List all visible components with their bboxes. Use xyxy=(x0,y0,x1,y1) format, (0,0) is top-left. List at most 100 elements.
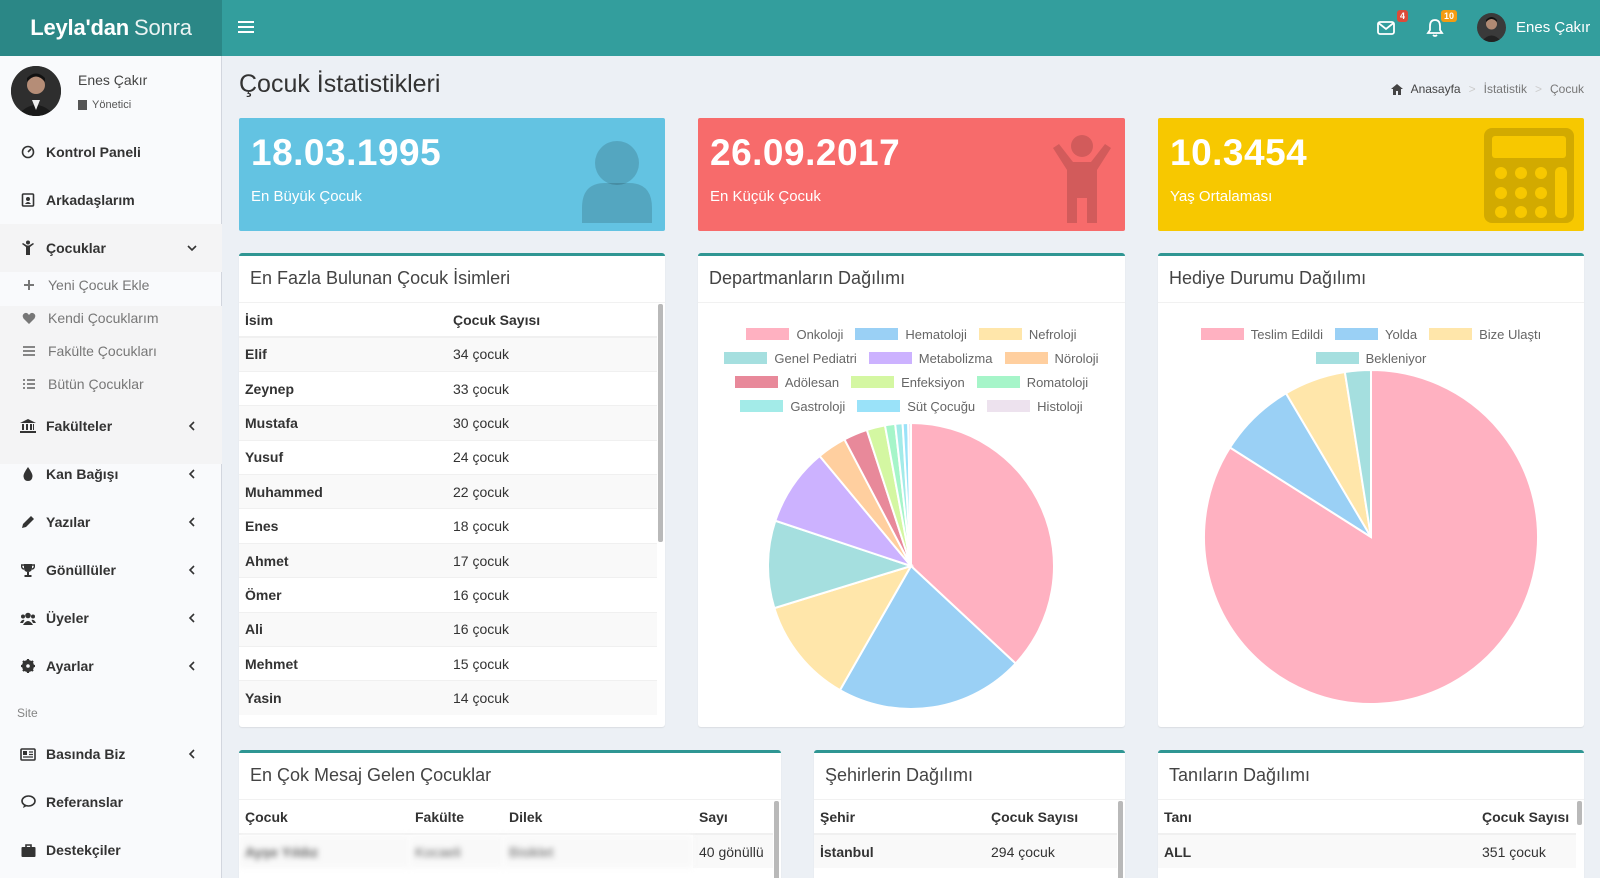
sidebar-item-yazilar[interactable]: Yazılar xyxy=(0,498,222,546)
legend-label: Onkoloji xyxy=(796,326,844,342)
user-avatar[interactable] xyxy=(1477,13,1506,42)
sidebar-item-ayarlar[interactable]: Ayarlar xyxy=(0,642,222,690)
legend-item[interactable]: Metabolizma xyxy=(868,350,993,366)
legend-item[interactable]: Bize Ulaştı xyxy=(1429,327,1541,342)
legend-label: Bekleniyor xyxy=(1365,350,1427,366)
pie-slice-histoloji[interactable] xyxy=(907,423,912,567)
submenu-item-butun-cocuklar[interactable]: Bütün Çocuklar xyxy=(22,369,144,399)
app-logo[interactable]: Leyla'dan Sonra xyxy=(0,0,222,56)
table-row[interactable]: Ali 16 çocuk xyxy=(239,611,657,647)
table-cell: Mustafa xyxy=(239,405,447,441)
column-header[interactable]: Çocuk xyxy=(239,800,409,835)
legend-item[interactable]: Bekleniyor xyxy=(1315,350,1427,366)
sidebar-item-arkadaslarim[interactable]: Arkadaşlarım xyxy=(0,176,222,224)
legend-item[interactable]: Romatoloji xyxy=(976,375,1088,390)
scrollbar[interactable] xyxy=(774,801,779,878)
bell-icon xyxy=(1426,19,1444,37)
legend-item[interactable]: Adölesan xyxy=(734,375,839,390)
sidebar-section-header: Site xyxy=(17,706,38,720)
submenu-item-kendi-cocuklarim[interactable]: Kendi Çocuklarım xyxy=(22,303,159,333)
table-row[interactable]: Ahmet 17 çocuk xyxy=(239,542,657,578)
column-header[interactable]: Sayı xyxy=(693,800,773,835)
column-header[interactable]: Dilek xyxy=(503,800,693,835)
column-header[interactable]: Çocuk Sayısı xyxy=(447,303,657,338)
scrollbar[interactable] xyxy=(1118,801,1123,878)
legend-swatch xyxy=(855,328,899,340)
legend-label: Genel Pediatri xyxy=(774,350,857,366)
legend-item[interactable]: Hematoloji xyxy=(855,327,967,342)
legend-item[interactable]: Onkoloji xyxy=(746,327,843,342)
sidebar-item-basinda-biz[interactable]: Basında Biz xyxy=(0,730,222,778)
column-header[interactable]: Tanı xyxy=(1158,800,1476,835)
legend-item[interactable]: Süt Çocuğu xyxy=(857,399,975,414)
breadcrumb: Anasayfa > İstatistik > Çocuk xyxy=(1390,82,1584,96)
messages-button[interactable]: 4 xyxy=(1376,10,1408,40)
table-row[interactable]: Mustafa 30 çocuk xyxy=(239,405,657,441)
table-row[interactable]: Ömer 16 çocuk xyxy=(239,577,657,613)
logo-bold-text: Leyla'dan xyxy=(30,15,130,40)
sidebar-item-kan-bagisi[interactable]: Kan Bağışı xyxy=(0,450,222,498)
home-icon xyxy=(1390,83,1403,95)
sidebar-item-fakulteler[interactable]: Fakülteler xyxy=(0,402,222,450)
submenu-item-yeni-cocuk-ekle[interactable]: Yeni Çocuk Ekle xyxy=(22,270,149,300)
column-header[interactable]: İsim xyxy=(239,303,447,338)
sidebar-item-label: Üyeler xyxy=(46,610,89,626)
table-row[interactable]: Yusuf 24 çocuk xyxy=(239,439,657,475)
table-cell: Enes xyxy=(239,508,447,544)
column-header[interactable]: Çocuk Sayısı xyxy=(1476,800,1576,835)
sidebar-item-cocuklar[interactable]: Çocuklar xyxy=(0,224,222,272)
table-row[interactable]: Mehmet 15 çocuk xyxy=(239,646,657,681)
table-cell: Ömer xyxy=(239,577,447,613)
sidebar-toggle-button[interactable] xyxy=(238,18,254,38)
legend-label: Metabolizma xyxy=(918,350,993,366)
legend-item[interactable]: Nöroloji xyxy=(1004,351,1099,366)
box-title: En Fazla Bulunan Çocuk İsimleri xyxy=(239,256,665,303)
legend-item[interactable]: Genel Pediatri xyxy=(724,350,857,366)
legend-label: Bize Ulaştı xyxy=(1479,326,1542,342)
messages-table: Çocuk Fakülte Dilek Sayı Ayşe Yıldız Koc… xyxy=(239,800,773,869)
table-row[interactable]: Enes 18 çocuk xyxy=(239,508,657,544)
top-user-name[interactable]: Enes Çakır xyxy=(1516,19,1591,36)
sidebar-item-kontrol-paneli[interactable]: Kontrol Paneli xyxy=(0,128,222,176)
column-header[interactable]: Çocuk Sayısı xyxy=(985,800,1117,835)
legend-item[interactable]: Teslim Edildi xyxy=(1200,327,1323,342)
legend-item[interactable]: Yolda xyxy=(1335,327,1417,342)
sidebar-item-destekciler[interactable]: Destekçiler xyxy=(0,826,222,874)
breadcrumb-home[interactable]: Anasayfa xyxy=(1410,82,1461,96)
notifications-button[interactable]: 10 xyxy=(1425,10,1457,40)
sidebar-item-gonulluler[interactable]: Gönüllüler xyxy=(0,546,222,594)
pie-slice-bekleniyor[interactable] xyxy=(1343,370,1372,538)
sidebar-item-uyeler[interactable]: Üyeler xyxy=(0,594,222,642)
legend-item[interactable]: Nefroloji xyxy=(978,327,1077,342)
table-row[interactable]: Muhammed 22 çocuk xyxy=(239,474,657,509)
sidebar-user-role: Yönetici xyxy=(78,99,131,111)
info-box-label: En Büyük Çocuk xyxy=(251,188,362,205)
comment-icon xyxy=(19,793,37,811)
info-box-youngest-child: 26.09.2017 En Küçük Çocuk xyxy=(698,118,1125,231)
legend-swatch xyxy=(734,376,778,388)
pie-slice-genel-pediatri[interactable] xyxy=(767,519,915,610)
sidebar-item-referanslar[interactable]: Referanslar xyxy=(0,778,222,826)
messages-badge: 4 xyxy=(1396,10,1408,22)
table-row[interactable]: Yasin 14 çocuk xyxy=(239,680,657,716)
scrollbar[interactable] xyxy=(658,304,663,542)
legend-swatch xyxy=(740,400,784,412)
column-header[interactable]: Şehir xyxy=(814,800,985,835)
table-row[interactable]: Elif 34 çocuk xyxy=(239,336,657,372)
legend-item[interactable]: Enfeksiyon xyxy=(851,375,965,390)
legend-item[interactable]: Gastroloji xyxy=(740,399,845,414)
table-row[interactable]: İstanbul 294 çocuk xyxy=(814,833,1117,869)
pie-slice-nefroloji[interactable] xyxy=(773,564,914,692)
info-box-label: En Küçük Çocuk xyxy=(710,188,821,205)
legend-item[interactable]: Histoloji xyxy=(987,399,1083,414)
table-row[interactable]: Zeynep 33 çocuk xyxy=(239,370,657,406)
submenu-item-fakulte-cocuklari[interactable]: Fakülte Çocukları xyxy=(22,336,157,366)
breadcrumb-statistics[interactable]: İstatistik xyxy=(1483,82,1527,96)
column-header[interactable]: Fakülte xyxy=(409,800,503,835)
table-row[interactable]: Ayşe Yıldız Kocaeli Bisiklet 40 gönüllü xyxy=(239,833,773,869)
pie-slice-onkoloji[interactable] xyxy=(910,423,1055,665)
legend-label: Histoloji xyxy=(1037,398,1083,414)
scrollbar[interactable] xyxy=(1577,801,1582,825)
pie-slice-hematoloji[interactable] xyxy=(838,564,1018,710)
table-row[interactable]: ALL 351 çocuk xyxy=(1158,833,1576,869)
